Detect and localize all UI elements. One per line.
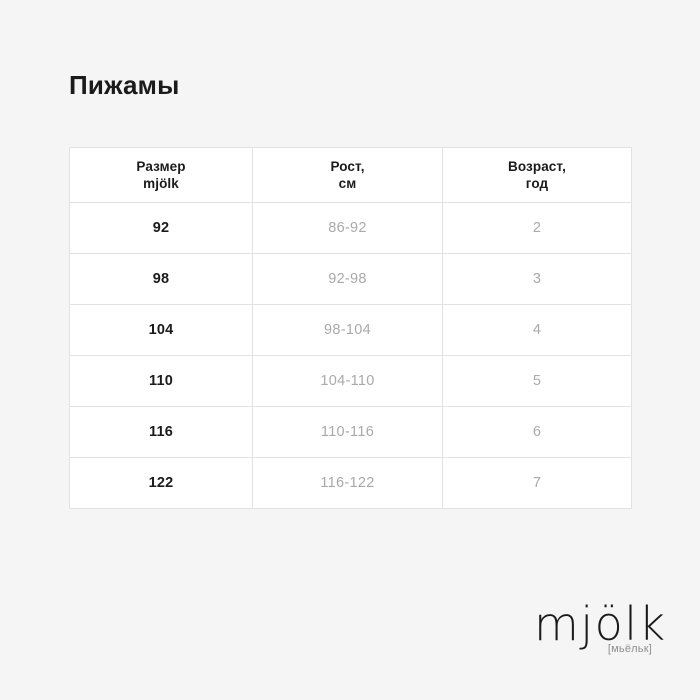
cell-age: 6 bbox=[442, 406, 632, 458]
table-header-row: Размер mjölk Рост, см Возраст, год bbox=[69, 147, 632, 203]
cell-height: 86-92 bbox=[252, 202, 443, 254]
cell-size: 110 bbox=[69, 355, 253, 407]
table-row: 110 104-110 5 bbox=[69, 355, 632, 407]
brand-wordmark: mjölk bbox=[534, 597, 667, 651]
column-header-age-line2: год bbox=[525, 176, 549, 191]
cell-age: 4 bbox=[442, 304, 632, 356]
cell-age: 5 bbox=[442, 355, 632, 407]
column-header-size: Размер mjölk bbox=[69, 147, 253, 203]
table-row: 92 86-92 2 bbox=[69, 202, 632, 254]
column-header-size-line1: Размер bbox=[136, 159, 186, 174]
table-row: 122 116-122 7 bbox=[69, 457, 632, 509]
cell-height: 92-98 bbox=[252, 253, 443, 305]
cell-height: 116-122 bbox=[252, 457, 443, 509]
brand-logo: mjölk [мьёльк] bbox=[534, 598, 665, 660]
cell-age: 7 bbox=[442, 457, 632, 509]
column-header-size-line2: mjölk bbox=[143, 176, 179, 191]
table-body: 92 86-92 2 98 92-98 3 104 98-104 4 110 1… bbox=[69, 202, 632, 509]
table-row: 98 92-98 3 bbox=[69, 253, 632, 305]
cell-age: 2 bbox=[442, 202, 632, 254]
table-row: 116 110-116 6 bbox=[69, 406, 632, 458]
column-header-age: Возраст, год bbox=[442, 147, 632, 203]
cell-height: 104-110 bbox=[252, 355, 443, 407]
cell-age: 3 bbox=[442, 253, 632, 305]
table-header: Размер mjölk Рост, см Возраст, год bbox=[69, 147, 632, 203]
cell-size: 92 bbox=[69, 202, 253, 254]
column-header-age-line1: Возраст, bbox=[508, 159, 566, 174]
column-header-height-line1: Рост, bbox=[330, 159, 365, 174]
size-chart-table: Размер mjölk Рост, см Возраст, год 92 86… bbox=[69, 147, 632, 509]
cell-size: 98 bbox=[69, 253, 253, 305]
table-row: 104 98-104 4 bbox=[69, 304, 632, 356]
cell-size: 116 bbox=[69, 406, 253, 458]
cell-height: 110-116 bbox=[252, 406, 443, 458]
cell-size: 122 bbox=[69, 457, 253, 509]
cell-height: 98-104 bbox=[252, 304, 443, 356]
page-title: Пижамы bbox=[69, 70, 180, 100]
cell-size: 104 bbox=[69, 304, 253, 356]
column-header-height: Рост, см bbox=[252, 147, 443, 203]
column-header-height-line2: см bbox=[338, 176, 357, 191]
brand-translit: [мьёльк] bbox=[607, 643, 652, 655]
